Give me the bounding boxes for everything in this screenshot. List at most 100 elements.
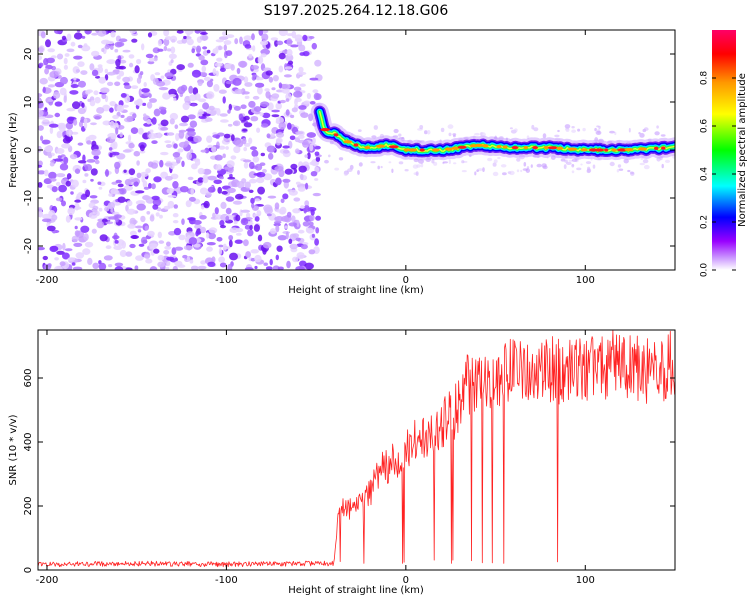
spectrogram-peak [617, 148, 628, 152]
spectrogram-noise-cell [81, 44, 91, 52]
spectrogram-noise-cell [105, 221, 114, 225]
spectrogram-noise-cell [98, 262, 107, 270]
spectrogram-noise-cell [77, 142, 84, 146]
spectrogram-noise-cell [287, 60, 294, 65]
spectrogram-peak [496, 145, 502, 149]
colorbar-tick-label: 0.6 [700, 119, 710, 134]
spectrogram-noise-cell [173, 227, 182, 236]
spectrogram-noise-cell [178, 234, 186, 241]
spectrogram-noise-cell [141, 43, 145, 51]
spectrogram-noise-cell [82, 179, 87, 184]
spectrogram-peak [451, 146, 460, 150]
spectrogram-noise-cell [275, 177, 282, 186]
spectrogram-speckle [373, 125, 378, 130]
spectrogram-noise-cell [274, 202, 280, 210]
spectrogram-noise-cell [38, 170, 46, 175]
spectrogram-noise-cell [228, 166, 234, 174]
spectrogram-noise-cell [74, 230, 80, 237]
spectrogram-speckle [516, 169, 520, 173]
spectrogram-noise-cell [223, 44, 227, 51]
spectrogram-noise-cell [110, 31, 116, 38]
spectrogram-noise-cell [286, 38, 293, 47]
spectrogram-noise-cell [104, 206, 110, 212]
spectrogram-noise-cell [275, 254, 279, 261]
spectrogram-speckle [487, 157, 493, 162]
spectrogram-noise-cell [166, 187, 174, 194]
spectrogram-noise-cell [225, 196, 235, 202]
spectrogram-noise-cell [203, 76, 211, 81]
spectrogram-speckle [661, 163, 664, 169]
spectrogram-noise-cell [116, 239, 125, 247]
spectrogram-noise-cell [256, 127, 261, 133]
spectrogram-noise-cell [128, 142, 135, 149]
spectrogram-noise-cell [197, 177, 204, 183]
spectrogram-noise-cell [67, 207, 75, 215]
spectrogram-noise-cell [226, 160, 235, 168]
spectrogram-noise-cell [245, 212, 251, 219]
spectrogram-noise-cell [93, 155, 99, 160]
spectrogram-noise-cell [219, 67, 226, 73]
spectrogram-noise-cell [225, 34, 235, 38]
spectrogram-noise-cell [66, 48, 75, 53]
spectrogram-noise-cell [291, 30, 297, 39]
spectrogram-noise-cell [51, 55, 57, 59]
spectrogram-noise-cell [252, 156, 260, 163]
spectrogram-noise-cell [151, 117, 157, 125]
spectrogram-noise-cell [255, 77, 264, 81]
spectrogram-speckle [492, 162, 497, 167]
spectrogram-noise-cell [186, 38, 194, 46]
spectrogram-noise-cell [278, 82, 283, 89]
spectrogram-noise-cell [152, 47, 160, 54]
spectrogram-noise-cell [243, 162, 249, 169]
spectrogram-noise-cell [55, 181, 61, 187]
spectrogram-noise-cell [143, 82, 147, 87]
spectrogram-noise-cell [222, 153, 226, 159]
spectrogram-peak [654, 146, 659, 150]
spectrogram-noise-cell [260, 152, 265, 157]
spectrogram-noise-cell [244, 44, 252, 49]
spectrogram-noise-cell [251, 203, 255, 209]
colorbar: 0.0 0.2 0.4 0.6 0.8 Normalized spectral ampl… [700, 30, 748, 277]
spectrogram-noise-cell [270, 228, 277, 235]
spectrogram-noise-cell [303, 207, 311, 212]
spectrogram-noise-cell [225, 50, 233, 56]
spectrogram-noise-cell [98, 186, 103, 190]
spectrogram-noise-cell [59, 261, 66, 267]
spectrogram-noise-cell [284, 168, 293, 175]
spectrogram-speckle [447, 124, 454, 129]
spectrogram-peak [624, 148, 634, 152]
spectrogram-noise-cell [93, 90, 99, 96]
spectrogram-noise-cell [160, 151, 169, 156]
spectrogram-noise-cell [84, 30, 92, 35]
spectrogram-noise-cell [136, 58, 142, 65]
spectrogram-noise-cell [106, 71, 116, 76]
spectrogram-noise-cell [259, 112, 264, 117]
spectrogram-noise-cell [116, 104, 124, 112]
spectrogram-noise-cell [273, 221, 282, 224]
spectrogram-noise-cell [262, 241, 272, 249]
spectrogram-noise-cell [158, 87, 169, 91]
spectrogram-peak [474, 143, 484, 147]
spectrogram-noise-cell [222, 96, 226, 104]
spectrogram-speckle [514, 128, 518, 132]
spectrogram-noise-cell [204, 117, 213, 122]
spectrogram-speckle [482, 167, 485, 173]
spectrogram-noise-cell [173, 204, 178, 209]
spectrogram-noise-cell [143, 186, 150, 190]
spectrogram-noise-cell [268, 152, 274, 160]
spectrogram-noise-cell [263, 67, 272, 72]
spectrogram-noise-cell [54, 158, 64, 162]
spectrogram-noise-cell [290, 114, 295, 119]
spectrogram-noise-cell [184, 141, 189, 146]
spectrogram-noise-cell [289, 135, 296, 141]
spectrogram-noise-cell [248, 53, 253, 59]
spectrogram-peak [403, 148, 410, 152]
spectrogram-noise-cell [73, 242, 83, 247]
spectrogram-noise-cell [114, 48, 119, 53]
spectrogram-noise-cell [314, 59, 322, 67]
spectrogram-noise-cell [304, 200, 310, 207]
spectrogram-noise-cell [235, 232, 242, 236]
spectrogram-noise-cell [157, 231, 162, 239]
spectrogram-peak [353, 143, 359, 147]
spectrogram-noise-cell [213, 179, 222, 185]
